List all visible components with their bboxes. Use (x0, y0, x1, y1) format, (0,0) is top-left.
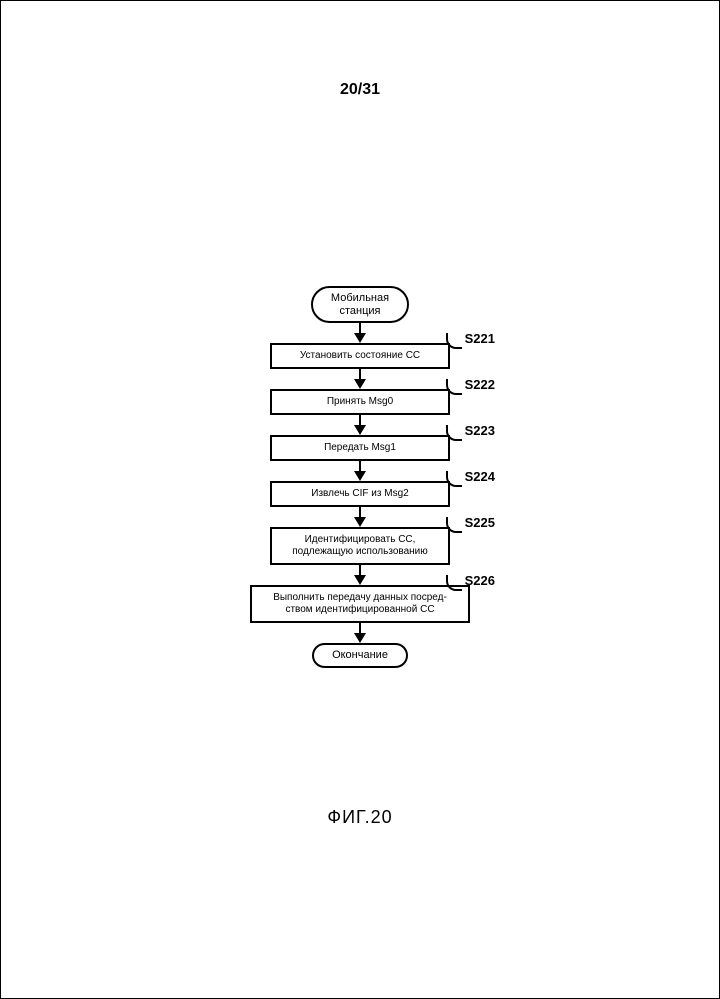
figure-caption: ФИГ.20 (1, 807, 719, 828)
process-box: Выполнить передачу данных посред- ством … (250, 585, 470, 623)
process-box: Идентифицировать СС, подлежащую использо… (270, 527, 450, 565)
step-id: S222 (465, 377, 495, 392)
terminal-start: Мобильная станция (311, 286, 409, 323)
step-s224: S224 Извлечь CIF из Msg2 (240, 481, 480, 507)
bracket-icon (446, 471, 462, 487)
arrow-icon (354, 415, 366, 435)
arrow-icon (354, 369, 366, 389)
process-box: Принять Msg0 (270, 389, 450, 415)
step-id: S221 (465, 331, 495, 346)
step-s225: S225 Идентифицировать СС, подлежащую исп… (240, 527, 480, 565)
flowchart: Мобильная станция S221 Установить состоя… (240, 286, 480, 668)
step-s221: S221 Установить состояние СС (240, 343, 480, 369)
arrow-icon (354, 623, 366, 643)
page-number: 20/31 (1, 81, 719, 99)
step-s223: S223 Передать Msg1 (240, 435, 480, 461)
arrow-icon (354, 323, 366, 343)
step-label: S225 (446, 511, 495, 533)
page-frame: 20/31 Мобильная станция S221 Установить … (0, 0, 720, 999)
arrow-icon (354, 507, 366, 527)
step-id: S225 (465, 515, 495, 530)
bracket-icon (446, 425, 462, 441)
arrow-icon (354, 565, 366, 585)
step-s226: S226 Выполнить передачу данных посред- с… (240, 585, 480, 623)
step-label: S226 (446, 569, 495, 591)
step-label: S222 (446, 373, 495, 395)
step-label: S223 (446, 419, 495, 441)
step-s222: S222 Принять Msg0 (240, 389, 480, 415)
step-label: S221 (446, 327, 495, 349)
process-box: Передать Msg1 (270, 435, 450, 461)
arrow-icon (354, 461, 366, 481)
process-box: Извлечь CIF из Msg2 (270, 481, 450, 507)
step-id: S226 (465, 573, 495, 588)
step-id: S223 (465, 423, 495, 438)
bracket-icon (446, 379, 462, 395)
terminal-end: Окончание (312, 643, 408, 668)
step-id: S224 (465, 469, 495, 484)
step-label: S224 (446, 465, 495, 487)
bracket-icon (446, 333, 462, 349)
bracket-icon (446, 575, 462, 591)
process-box: Установить состояние СС (270, 343, 450, 369)
bracket-icon (446, 517, 462, 533)
